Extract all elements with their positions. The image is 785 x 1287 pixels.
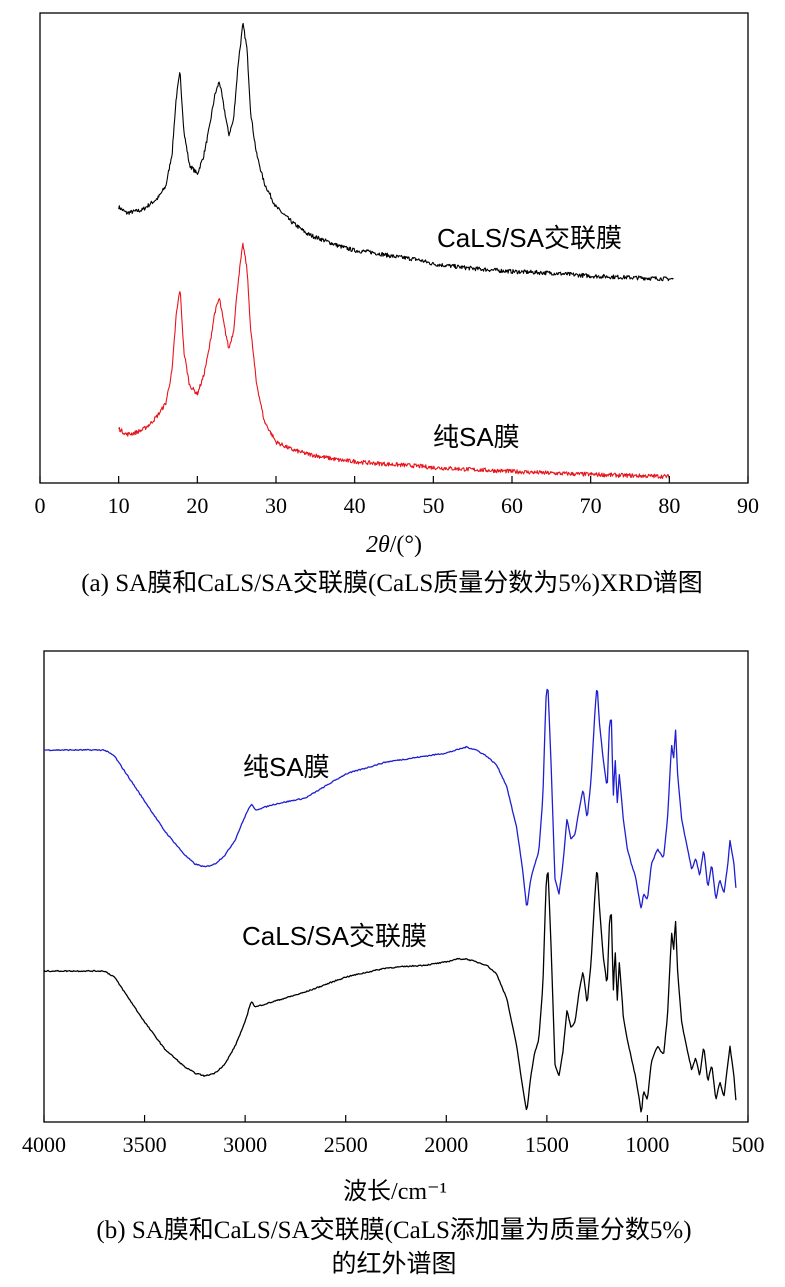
x-tick-label: 4000 [22,1132,66,1157]
ftir-curves [43,688,737,1113]
xrd-series-label-sa: 纯SA膜 [433,422,520,452]
ftir-chart: 4000 3500 3000 2500 2000 1500 1000 500 纯SA膜 CaL… [22,650,765,1278]
x-tick-label: 80 [658,493,680,518]
series-line-1 [43,871,737,1113]
ftir-plot-frame [43,650,749,1123]
x-tick-label: 0 [35,493,46,518]
x-tick-label: 2000 [424,1132,468,1157]
x-tick-label: 40 [344,493,366,518]
series-line-0 [118,22,674,282]
series-line-0 [43,688,737,909]
x-tick-label: 20 [186,493,208,518]
xrd-curves [118,22,674,479]
xrd-x-axis-label: 2θ/(°) [366,532,422,558]
x-tick-label: 500 [732,1132,765,1157]
x-tick-label: 70 [580,493,602,518]
x-tick-label: 10 [108,493,130,518]
x-tick-label: 1500 [525,1132,569,1157]
x-tick-label: 3500 [123,1132,167,1157]
ftir-x-axis-label: 波长/cm⁻¹ [343,1178,447,1205]
ftir-series-label-cals: CaLS/SA交联膜 [242,921,427,951]
x-tick-label: 30 [265,493,287,518]
x-tick-label: 60 [501,493,523,518]
ftir-caption-line2: 的红外谱图 [331,1250,456,1278]
x-tick-label: 2500 [324,1132,368,1157]
xrd-caption: (a) SA膜和CaLS/SA交联膜(CaLS质量分数为5%)XRD谱图 [81,569,703,597]
xrd-chart: 0 10 20 30 40 50 60 70 80 90 CaLS/SA交联膜 纯SA膜 2θ/(… [35,12,759,597]
ftir-series-label-sa: 纯SA膜 [243,752,330,782]
ftir-caption-line1: (b) SA膜和CaLS/SA交联膜(CaLS添加量为质量分数5%) [96,1216,691,1244]
x-tick-label: 90 [737,493,759,518]
x-tick-label: 3000 [223,1132,267,1157]
x-tick-label: 1000 [625,1132,669,1157]
xrd-series-label-cals: CaLS/SA交联膜 [437,223,622,253]
ftir-x-ticks: 4000 3500 3000 2500 2000 1500 1000 500 [22,1115,765,1157]
series-line-1 [118,242,670,479]
x-tick-label: 50 [422,493,444,518]
xrd-x-ticks: 0 10 20 30 40 50 60 70 80 90 [35,476,759,518]
xrd-plot-frame [39,12,749,484]
